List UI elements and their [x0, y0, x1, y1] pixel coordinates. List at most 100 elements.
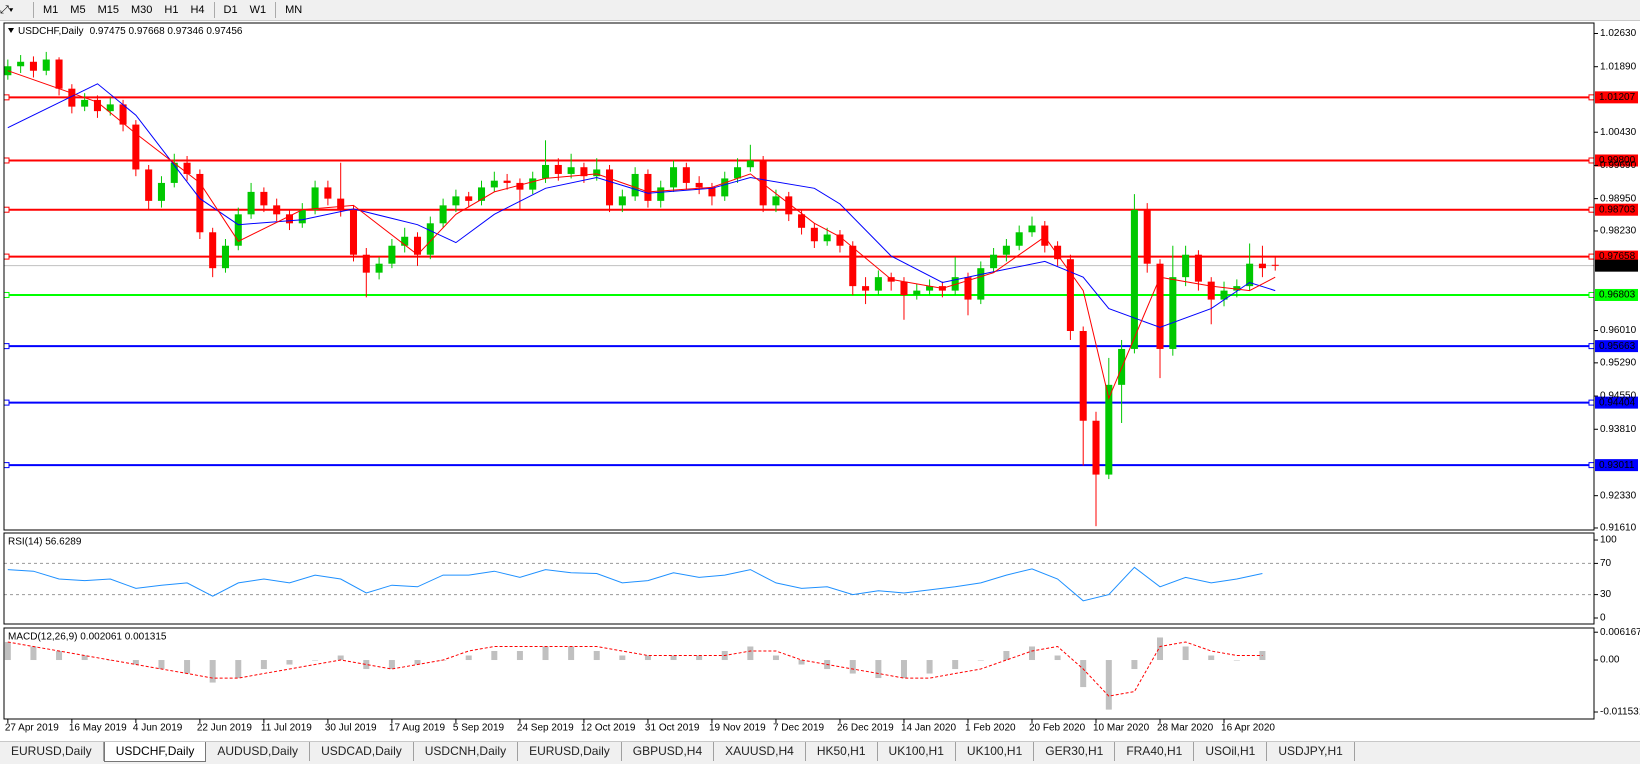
y-tick-label: 0.94550 — [1600, 391, 1637, 402]
candle-body — [1156, 263, 1164, 349]
macd-bar — [1003, 650, 1010, 661]
panel-frame — [3, 627, 1595, 720]
macd-bar — [900, 660, 907, 679]
candle-body — [29, 61, 37, 71]
timeframe-button[interactable]: H1 — [164, 4, 179, 16]
separator — [213, 2, 215, 18]
level-handle — [1588, 462, 1595, 469]
candle-body — [657, 187, 665, 201]
level-handle — [3, 291, 10, 298]
toolbar-icon: ⤢▾ — [0, 3, 14, 16]
x-tick-label: 30 Jul 2019 — [325, 723, 377, 734]
level-handle — [1588, 94, 1595, 101]
macd-bar — [593, 650, 600, 661]
macd-bar — [1259, 650, 1266, 661]
level-label: 0.97658 — [1599, 251, 1636, 262]
candle-body — [503, 180, 511, 183]
candle-body — [990, 254, 998, 269]
macd-bar — [1182, 646, 1189, 661]
level-handle — [1588, 206, 1595, 213]
chart-tab[interactable]: EURUSD,Daily — [0, 742, 104, 761]
x-tick-label: 14 Jan 2020 — [901, 723, 956, 734]
macd-bar — [568, 646, 575, 661]
timeframe-button[interactable]: H4 — [190, 4, 205, 16]
chart-tabs: EURUSD,Daily USDCHF,Daily AUDUSD,Daily USDC… — [0, 741, 1640, 764]
candle-body — [759, 160, 767, 206]
candle-body — [785, 196, 793, 215]
candle-body — [516, 182, 524, 190]
candle-body — [157, 182, 165, 201]
chart-tab[interactable]: XAUUSD,H4 — [714, 742, 806, 761]
y-tick-label: 0.98950 — [1600, 193, 1637, 204]
chart-tab[interactable]: FRA40,H1 — [1115, 742, 1195, 761]
candle-body — [964, 277, 972, 300]
chart-tab[interactable]: GER30,H1 — [1034, 742, 1116, 761]
chart-tab[interactable]: USDCAD,Daily — [310, 742, 414, 761]
level-handle — [3, 206, 10, 213]
timeframe-button[interactable]: M30 — [130, 4, 153, 16]
x-tick-label: 12 Oct 2019 — [581, 723, 636, 734]
macd-bar — [337, 655, 344, 661]
candle-body — [234, 214, 242, 246]
current-price-label: 0.97456 — [1599, 260, 1636, 271]
chart-tab[interactable]: HK50,H1 — [806, 742, 878, 761]
chart-tab[interactable]: UK100,H1 — [878, 742, 956, 761]
y-tick-label: 1.00430 — [1600, 127, 1637, 138]
timeframe-button[interactable]: M15 — [97, 4, 119, 16]
candle-body — [1169, 277, 1177, 349]
timeframe-button[interactable]: W1 — [249, 4, 267, 16]
y-tick-label: 70 — [1600, 558, 1612, 569]
candle-body — [413, 236, 422, 255]
candle-body — [439, 205, 447, 224]
timeframe-button[interactable]: M5 — [70, 4, 86, 16]
candle-body — [1092, 420, 1100, 475]
candle-body — [900, 281, 908, 296]
candle-body — [1143, 209, 1151, 264]
candle-body — [1041, 225, 1049, 246]
chart-tab[interactable]: AUDUSD,Daily — [206, 742, 311, 761]
macd-signal — [7, 641, 1263, 697]
macd-bar — [1080, 660, 1087, 688]
candle-body — [426, 223, 434, 255]
x-tick-label: 26 Dec 2019 — [837, 723, 894, 734]
x-tick-label: 20 Feb 2020 — [1029, 723, 1086, 734]
panel-frame — [3, 532, 1595, 625]
timeframe-button[interactable]: MN — [285, 4, 303, 16]
level-label-box — [1595, 396, 1638, 409]
indicator-title: RSI(14) 56.6289 — [8, 537, 82, 548]
y-tick-label: 0.91610 — [1600, 523, 1637, 534]
chart-tab[interactable]: USDCNH,Daily — [414, 742, 519, 761]
chart-tab[interactable]: EURUSD,Daily — [518, 742, 622, 761]
separator — [275, 2, 277, 18]
candle-body — [1246, 263, 1254, 287]
candle-body — [1258, 263, 1266, 269]
macd-bar — [516, 650, 523, 661]
chart-tab[interactable]: USDJPY,H1 — [1267, 742, 1355, 761]
candle-body — [567, 167, 575, 174]
x-tick-label: 16 Apr 2020 — [1221, 723, 1275, 734]
ohlc-values: 0.97475 0.97668 0.97346 0.97456 — [90, 26, 243, 37]
chart-tab[interactable]: USDCHF,Daily — [103, 742, 207, 762]
candle-body — [93, 99, 101, 112]
macd-bar — [977, 660, 984, 661]
macd-bar — [4, 641, 11, 661]
macd-bar — [286, 660, 293, 665]
macd-bar — [926, 660, 933, 674]
level-handle — [1588, 157, 1595, 164]
chart-tab[interactable]: UK100,H1 — [956, 742, 1035, 761]
candle-body — [529, 178, 537, 190]
indicator-title: MACD(12,26,9) 0.002061 0.001315 — [8, 632, 167, 643]
candle-body — [1220, 290, 1228, 300]
candle-body — [542, 164, 550, 179]
macd-bar — [1054, 655, 1061, 661]
timeframe-button[interactable]: D1 — [223, 4, 238, 16]
level-label-box — [1595, 459, 1638, 472]
timeframe-button[interactable]: M1 — [43, 4, 59, 16]
level-handle — [3, 462, 10, 469]
macd-bar — [184, 660, 191, 674]
level-label: 0.96803 — [1599, 290, 1636, 301]
y-tick-label: 1.02630 — [1600, 28, 1637, 39]
chart-tab[interactable]: USOil,H1 — [1194, 742, 1268, 761]
chart-tab[interactable]: GBPUSD,H4 — [622, 742, 715, 761]
candle-body — [145, 169, 153, 201]
